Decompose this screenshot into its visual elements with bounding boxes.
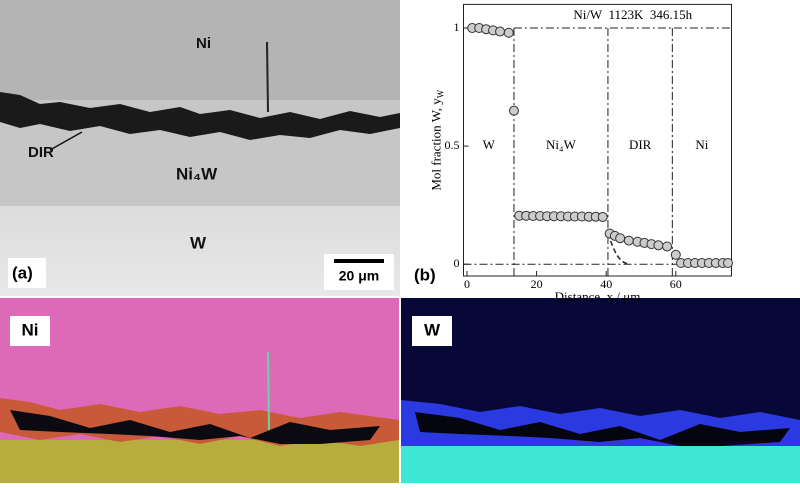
y-axis-label-main: Mol fraction W, y [428,98,443,191]
x-tick-label: 40 [600,277,612,291]
x-tick-label: 60 [670,277,682,291]
layer-label: Ni [196,35,211,52]
dir-band [0,92,400,140]
data-point [662,241,673,252]
plot-frame [463,3,732,277]
void [10,410,380,444]
crack [266,41,269,113]
map-label: W [424,320,441,339]
map-label: Ni [22,320,39,339]
panel-label: (b) [414,265,436,284]
crack [267,351,270,431]
ni-layer [0,0,400,100]
layer-label: Ni₄W [176,164,218,183]
label-box [10,316,50,346]
layer-label: W [190,233,207,252]
data-point [723,258,734,269]
y-axis-label-sub: W [436,89,446,98]
data-point [670,249,681,260]
ni4w-region [0,440,399,483]
y-tick-label: 0 [454,256,460,270]
data-point [623,235,634,246]
x-tick-label: 0 [464,277,470,291]
label-box [412,316,452,346]
panel-label: (a) [12,263,33,282]
y-tick-label: 1 [454,20,460,34]
region-label: Ni₄W [546,137,577,152]
y-tick-label: 0.5 [445,138,460,152]
label-box [8,258,46,288]
y-axis-label: Mol fraction W, yW [428,89,445,190]
chart: 0 20 40 60 0 0.5 1 W Ni₄W DIR Ni Ni/W 1123K 346.15h… [414,3,734,304]
data-point [503,27,514,38]
data-point [495,26,506,37]
ni-map: Ni [0,298,399,483]
scale-bar [334,259,384,263]
data-point [615,233,626,244]
data-point [508,105,519,116]
data-point [597,211,608,222]
region-label: DIR [629,137,652,152]
w-map: W [401,298,800,483]
sem-image: Ni DIR Ni₄W W (a) 20 μm [0,0,400,296]
void [415,412,790,446]
region-label: Ni [695,137,708,152]
data-point [653,240,664,251]
region-label: W [483,137,496,152]
w-region [401,446,800,483]
x-tick-label: 20 [531,277,543,291]
scale-label: 20 μm [339,268,379,284]
layer-label: DIR [28,144,54,161]
chart-title: Ni/W 1123K 346.15h [573,7,692,22]
x-axis-label: Distance, x / μm [555,289,641,304]
dir-pointer [49,131,83,151]
